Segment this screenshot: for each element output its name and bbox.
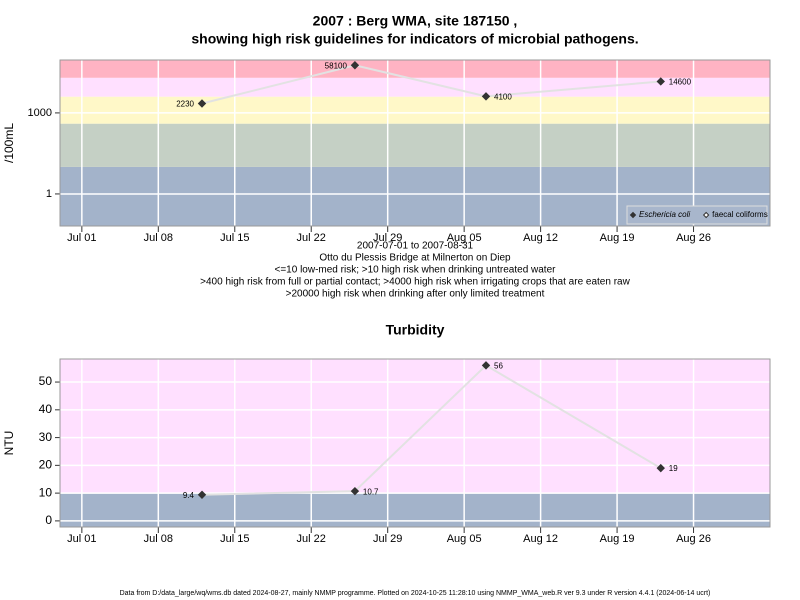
- legend-label: Eschericia coli: [639, 210, 690, 219]
- data-label: 14600: [669, 78, 692, 87]
- data-label: 2230: [176, 100, 194, 109]
- x-tick-label: Aug 05: [447, 232, 482, 244]
- note: <=10 low-med risk; >10 high risk when dr…: [275, 265, 557, 276]
- x-tick-label: Jul 01: [67, 232, 96, 244]
- x-tick-label: Aug 19: [600, 533, 635, 545]
- data-label: 19: [669, 464, 678, 473]
- y-tick-label: 1000: [28, 107, 52, 119]
- data-label: 4100: [494, 92, 512, 101]
- note: 2007-07-01 to 2007-08-31: [357, 241, 474, 252]
- risk-band: [60, 359, 770, 494]
- chart-title: 2007 : Berg WMA, site 187150 ,: [313, 13, 518, 29]
- plot-frame: [59, 59, 771, 227]
- risk-band: [60, 77, 770, 97]
- y-tick-label: 40: [39, 402, 53, 416]
- y-tick-label: 20: [39, 458, 53, 472]
- series-line: [201, 364, 662, 496]
- x-tick-label: Jul 08: [144, 232, 173, 244]
- y-axis-label: /100mL: [2, 123, 16, 163]
- data-point: [197, 490, 207, 499]
- data-label: 10.7: [363, 487, 379, 496]
- x-tick-label: Jul 22: [297, 533, 326, 545]
- data-point: [350, 61, 360, 70]
- data-label: 56: [494, 361, 503, 370]
- chart-title: Turbidity: [386, 322, 445, 338]
- data-point: [197, 99, 207, 108]
- legend-box: [626, 205, 768, 225]
- x-tick-label: Jul 08: [144, 533, 173, 545]
- x-tick-label: Jul 29: [373, 232, 402, 244]
- chart-subtitle: showing high risk guidelines for indicat…: [191, 31, 638, 47]
- plot-frame: [59, 358, 771, 528]
- legend-label: faecal coliforms: [712, 210, 768, 219]
- risk-band: [60, 96, 770, 124]
- data-label: 58100: [325, 61, 348, 70]
- y-tick-label: 50: [39, 374, 53, 388]
- y-tick-label: 30: [39, 430, 53, 444]
- x-tick-label: Aug 19: [600, 232, 635, 244]
- x-tick-label: Jul 22: [297, 232, 326, 244]
- x-tick-label: Jul 15: [220, 533, 249, 545]
- legend-symbol: [702, 211, 710, 219]
- footer: Data from D:/data_large/wq/wms.db dated …: [120, 590, 711, 597]
- x-tick-label: Aug 12: [523, 232, 558, 244]
- data-point: [656, 77, 665, 86]
- y-tick-label: 10: [39, 485, 53, 499]
- data-label: 9.4: [183, 491, 195, 500]
- data-point: [481, 361, 491, 370]
- x-tick-label: Jul 15: [220, 232, 249, 244]
- y-tick-label: 1: [46, 188, 52, 200]
- x-tick-label: Aug 26: [676, 533, 711, 545]
- x-tick-label: Jul 29: [373, 533, 402, 545]
- note: >400 high risk from full or partial cont…: [200, 277, 630, 288]
- legend-symbol: [629, 211, 637, 219]
- note: Otto du Plessis Bridge at Milnerton on D…: [319, 253, 511, 264]
- y-axis-label: NTU: [2, 431, 16, 456]
- series-line: [201, 64, 661, 105]
- data-point: [656, 463, 665, 473]
- data-point: [481, 92, 491, 101]
- risk-band: [60, 123, 770, 167]
- x-tick-label: Aug 12: [523, 533, 558, 545]
- x-tick-label: Jul 01: [67, 533, 96, 545]
- note: >20000 high risk when drinking after onl…: [286, 289, 545, 300]
- x-tick-label: Aug 05: [447, 533, 482, 545]
- risk-band: [60, 60, 770, 78]
- risk-band: [60, 493, 770, 527]
- data-point: [350, 486, 360, 496]
- x-tick-label: Aug 26: [676, 232, 711, 244]
- y-tick-label: 0: [45, 513, 52, 527]
